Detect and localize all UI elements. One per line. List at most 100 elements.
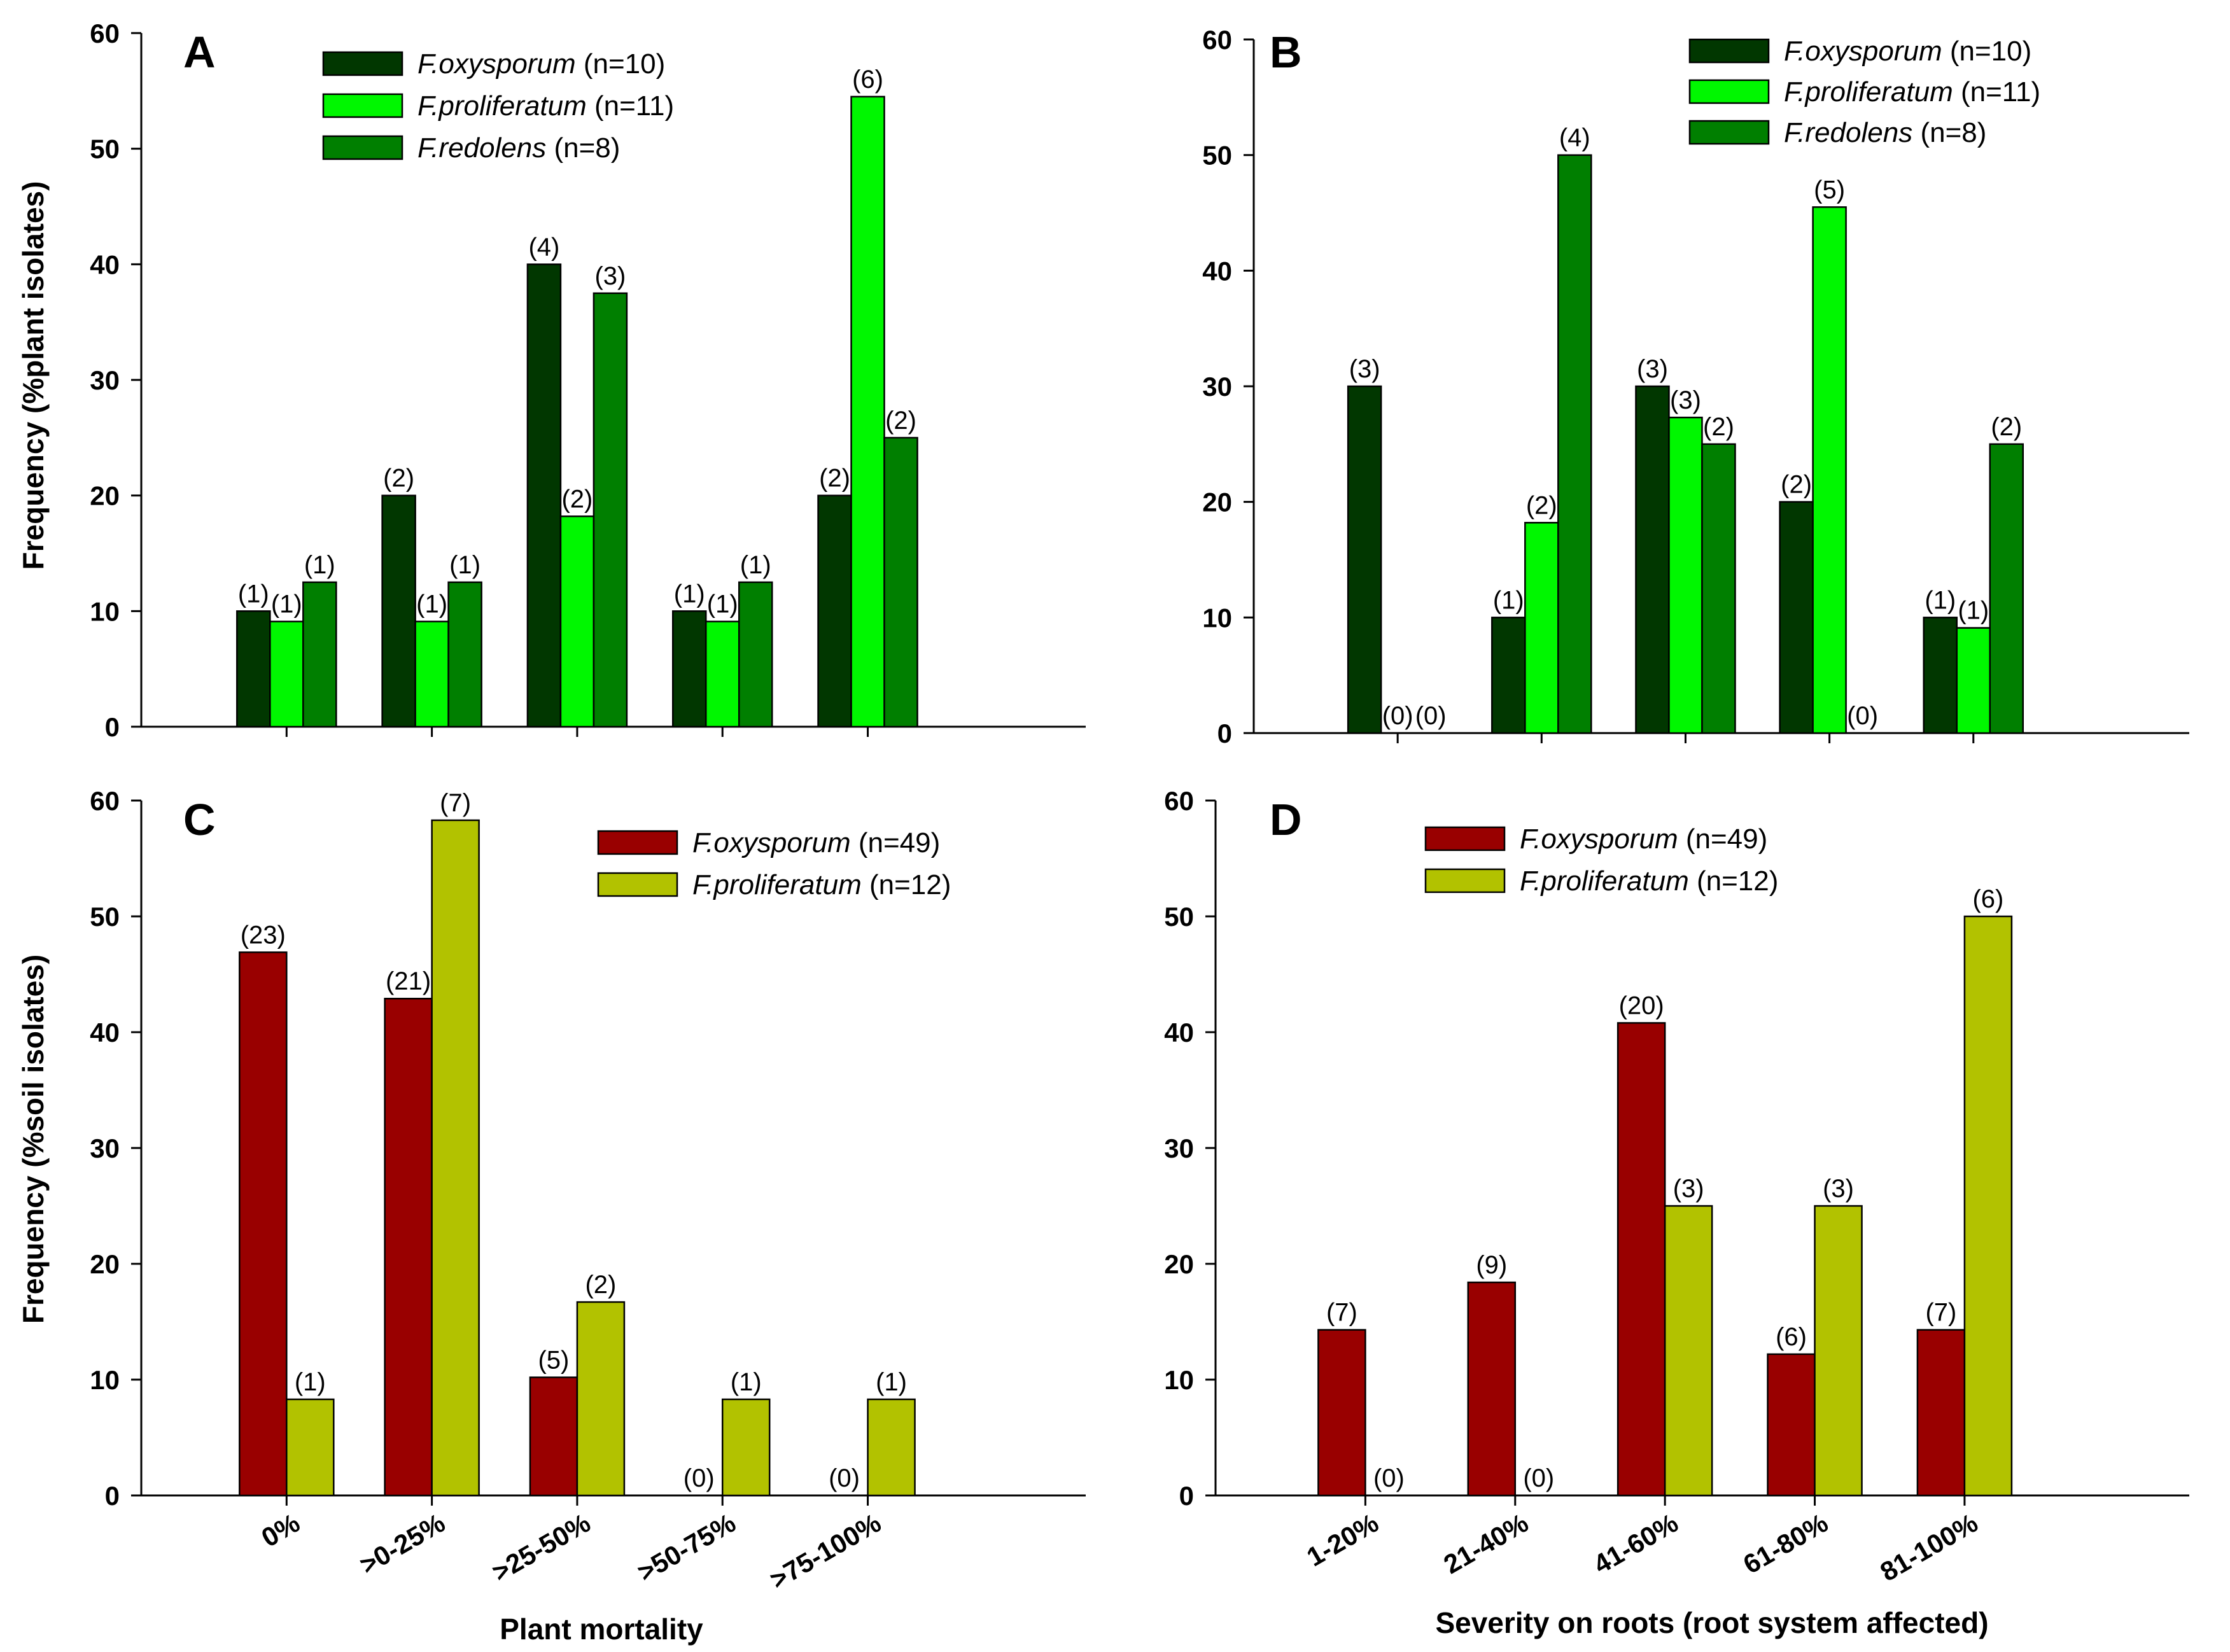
bar: [1779, 501, 1814, 734]
legend-count: (n=12): [1689, 865, 1779, 897]
legend-swatch: [1688, 79, 1770, 104]
data-label: (1): [304, 551, 335, 579]
y-tick-label: 0: [1217, 718, 1232, 748]
legend-count: (n=11): [587, 90, 674, 122]
bar: [1557, 154, 1592, 734]
data-label: (2): [819, 465, 850, 493]
bar: [867, 1398, 916, 1497]
data-label: (7): [440, 789, 471, 817]
data-label: (0): [829, 1464, 860, 1492]
data-label: (1): [740, 551, 771, 579]
y-tick-label: 10: [1164, 1365, 1194, 1395]
bar: [817, 494, 852, 728]
legend-swatch: [1424, 868, 1506, 893]
panel-c-chart: C 0 10 20 30 40 50 60 0% (23) (1) >0-25% (21) (7) >25-…: [90, 786, 1086, 1595]
y-tick-label: 60: [1202, 25, 1232, 55]
data-label: (1): [295, 1368, 326, 1396]
data-label: (0): [1523, 1464, 1554, 1492]
x-tick-label: >75-100%: [765, 1508, 886, 1595]
bar: [1701, 443, 1736, 734]
legend-swatch: [322, 135, 403, 160]
y-tick-label: 40: [90, 1018, 120, 1047]
data-label: (2): [1991, 413, 2022, 441]
data-label: (9): [1476, 1251, 1507, 1279]
data-label: (2): [1781, 471, 1812, 499]
data-label: (3): [1673, 1175, 1704, 1203]
legend-swatch: [1424, 826, 1506, 851]
y-tick-label: 40: [90, 249, 120, 279]
bar: [1664, 1205, 1713, 1497]
legend-label: F.redolens (n=8): [1784, 117, 1986, 148]
legend-label: F.oxysporum (n=49): [1520, 823, 1767, 855]
data-label: (3): [594, 262, 626, 290]
y-tick-label: 60: [90, 18, 120, 48]
bar: [1317, 1329, 1366, 1497]
y-axis-title-bottom: Frequency (%soil isolates): [17, 955, 50, 1324]
bar: [1491, 617, 1526, 734]
bar: [414, 620, 449, 728]
x-tick-label: 1-20%: [1301, 1508, 1384, 1572]
bar: [1916, 1329, 1966, 1497]
data-label: (5): [538, 1346, 569, 1374]
bar: [1668, 416, 1703, 734]
y-axis-title-top: Frequency (%plant isolates): [17, 181, 50, 570]
panel-letter-d: D: [1270, 795, 1302, 844]
bar: [593, 292, 628, 728]
legend-swatch: [1688, 38, 1770, 64]
data-label: (0): [1382, 702, 1413, 730]
data-label: (3): [1637, 355, 1668, 383]
legend-count: (n=8): [1912, 117, 1986, 148]
data-label: (6): [1972, 885, 2003, 913]
legend-species: F.proliferatum: [1520, 865, 1689, 897]
x-tick-label: 81-100%: [1875, 1508, 1982, 1587]
bar: [738, 581, 773, 728]
data-label: (1): [416, 591, 447, 619]
y-tick-label: 30: [1202, 372, 1232, 402]
data-label: (1): [271, 591, 302, 619]
x-tick-label: >50-75%: [633, 1508, 741, 1587]
bar: [1814, 1205, 1863, 1497]
y-tick-label: 0: [1179, 1481, 1194, 1511]
legend-label: F.redolens (n=8): [417, 132, 620, 164]
legend-species: F.proliferatum: [1784, 76, 1953, 108]
data-label: (2): [1703, 413, 1734, 441]
data-label: (1): [707, 591, 738, 619]
bar: [431, 819, 480, 1497]
y-tick-label: 60: [90, 786, 120, 816]
legend-swatch: [597, 872, 678, 897]
bar: [559, 515, 595, 728]
legend-count: (n=10): [1942, 36, 2032, 67]
data-label: (0): [1415, 702, 1447, 730]
legend-swatch: [597, 830, 678, 855]
bar: [236, 610, 271, 728]
data-label: (3): [1823, 1175, 1854, 1203]
legend-species: F.oxysporum: [1520, 823, 1678, 855]
data-label: (3): [1349, 355, 1380, 383]
legend-species: F.oxysporum: [692, 827, 851, 858]
data-label: (21): [386, 967, 431, 995]
bar: [1524, 522, 1559, 734]
bar: [1989, 443, 2024, 734]
legend-label: F.oxysporum (n=10): [1784, 36, 2031, 67]
y-tick-label: 30: [90, 1133, 120, 1163]
legend-count: (n=49): [1678, 823, 1768, 855]
bar: [302, 581, 337, 728]
y-tick-label: 60: [1164, 786, 1194, 816]
bar: [721, 1398, 771, 1497]
bar: [1963, 915, 2013, 1497]
bar: [883, 437, 918, 728]
bar: [447, 581, 482, 728]
data-label: (1): [1958, 597, 1989, 625]
bar: [529, 1376, 579, 1497]
bar: [1635, 385, 1670, 734]
x-tick-label: >0-25%: [354, 1508, 450, 1580]
data-label: (1): [731, 1368, 762, 1396]
bar: [1923, 617, 1958, 734]
data-label: (1): [1493, 586, 1524, 614]
data-label: (2): [885, 407, 916, 435]
bar: [1616, 1022, 1666, 1497]
legend-species: F.oxysporum: [1784, 36, 1942, 67]
legend-swatch: [322, 51, 403, 76]
